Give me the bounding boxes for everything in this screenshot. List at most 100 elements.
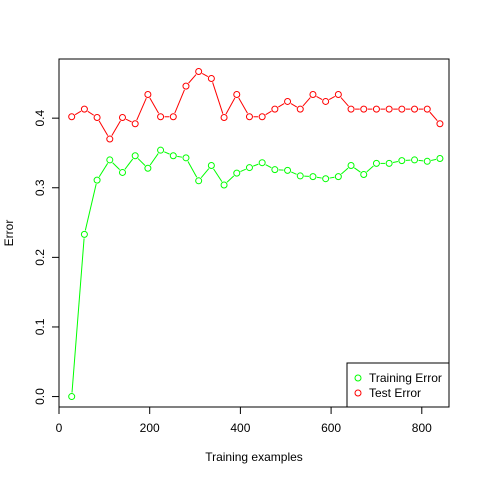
test-error-point: [296, 105, 304, 113]
test-error-segment: [302, 97, 311, 107]
training-error-segment: [329, 176, 335, 179]
training-error-point: [284, 166, 292, 174]
test-error-point: [68, 113, 76, 121]
plot-lines: [71, 73, 438, 393]
test-error-segment: [290, 103, 298, 108]
training-error-segment: [137, 158, 146, 166]
test-error-segment: [74, 110, 82, 116]
plot-points: [68, 68, 444, 401]
test-error-point: [118, 113, 126, 121]
y-tick-label: 0.3: [33, 179, 47, 196]
test-error-segment: [111, 120, 121, 136]
test-error-point: [372, 105, 380, 113]
training-error-point: [360, 171, 368, 179]
legend-box: [346, 362, 450, 408]
test-error-point: [195, 68, 203, 76]
test-error-segment: [136, 97, 147, 121]
training-error-point: [372, 159, 380, 167]
training-error-segment: [291, 171, 297, 175]
x-axis-label: Training examples: [205, 450, 303, 464]
test-error-point: [93, 113, 101, 121]
x-tick-label: 800: [412, 421, 432, 435]
test-error-point: [284, 97, 292, 105]
legend-marker-training-error: [354, 374, 362, 382]
test-error-segment: [316, 95, 323, 100]
test-error-point: [80, 105, 88, 113]
training-error-segment: [149, 153, 159, 166]
training-error-point: [195, 177, 203, 185]
legend-label-training-error: Training Error: [369, 371, 442, 385]
training-error-segment: [177, 155, 183, 158]
test-error-segment: [149, 97, 160, 114]
y-tick-label: 0.2: [33, 249, 47, 266]
test-error-point: [157, 113, 165, 121]
test-error-segment: [212, 82, 224, 114]
training-error-segment: [418, 159, 424, 162]
test-error-point: [423, 105, 431, 113]
y-tick-label: 0.4: [33, 109, 47, 126]
test-error-segment: [265, 110, 272, 116]
x-tick-label: 600: [321, 421, 341, 435]
x-tick-label: 200: [140, 421, 160, 435]
training-error-point: [334, 173, 342, 181]
training-error-point: [131, 152, 139, 160]
training-error-segment: [112, 162, 120, 170]
test-error-point: [398, 105, 406, 113]
test-error-point: [245, 113, 253, 121]
test-error-point: [131, 120, 139, 128]
test-error-point: [322, 97, 330, 105]
test-error-point: [347, 105, 355, 113]
test-error-point: [334, 90, 342, 98]
test-error-point: [436, 120, 444, 128]
training-error-segment: [341, 167, 349, 175]
test-error-point: [271, 105, 279, 113]
training-error-segment: [71, 238, 85, 393]
training-error-point: [296, 172, 304, 180]
test-error-segment: [238, 97, 248, 114]
y-axis-label: Error: [2, 220, 16, 247]
y-tick-label: 0.0: [33, 388, 47, 405]
training-error-segment: [431, 158, 437, 161]
x-tick-label: 400: [230, 421, 250, 435]
training-error-point: [258, 159, 266, 167]
test-error-point: [385, 105, 393, 113]
training-error-point: [347, 161, 355, 169]
test-error-point: [182, 82, 190, 90]
training-error-point: [157, 146, 165, 154]
test-error-segment: [201, 73, 209, 78]
training-error-segment: [84, 183, 97, 231]
training-error-point: [220, 181, 228, 189]
test-error-point: [144, 90, 152, 98]
training-error-segment: [164, 151, 170, 155]
test-error-point: [220, 113, 228, 121]
training-error-point: [436, 155, 444, 163]
training-error-point: [233, 169, 241, 177]
training-error-point: [411, 156, 419, 164]
test-error-segment: [340, 97, 349, 107]
test-error-point: [233, 90, 241, 98]
test-error-segment: [278, 103, 285, 108]
legend-label-test-error: Test Error: [369, 386, 421, 400]
training-error-point: [144, 164, 152, 172]
training-error-point: [182, 154, 190, 162]
training-error-point: [106, 156, 114, 164]
test-error-segment: [174, 89, 185, 114]
training-error-segment: [226, 175, 235, 183]
training-error-segment: [316, 176, 322, 179]
y-axis: 0.0 0.1 0.2 0.3 0.4: [33, 109, 60, 405]
test-error-point: [258, 113, 266, 121]
training-error-segment: [124, 158, 134, 170]
training-error-point: [385, 159, 393, 167]
test-error-point: [207, 74, 215, 82]
test-error-segment: [429, 111, 438, 122]
training-error-point: [322, 175, 330, 183]
training-error-point: [398, 157, 406, 165]
training-error-segment: [213, 168, 223, 182]
training-error-point: [68, 393, 76, 401]
training-error-segment: [240, 168, 247, 172]
test-error-point: [106, 135, 114, 143]
training-error-point: [423, 157, 431, 165]
training-error-point: [169, 152, 177, 160]
training-error-segment: [187, 161, 198, 178]
y-tick-label: 0.1: [33, 318, 47, 335]
